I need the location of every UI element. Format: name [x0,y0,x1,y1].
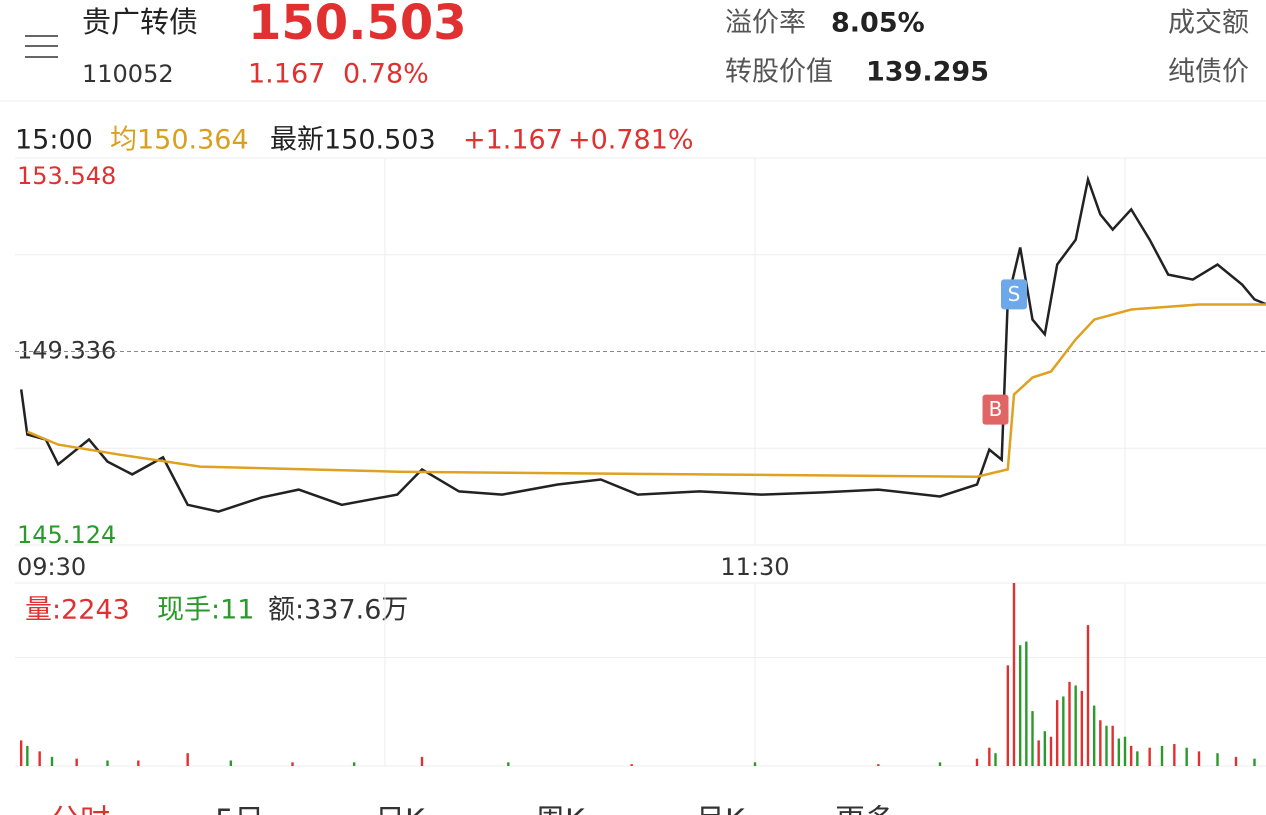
volume-bar [1086,625,1090,766]
y-tick-label: 149.336 [17,337,116,365]
volume-bar [1123,736,1127,766]
volume-bar [1136,751,1139,766]
avg-line [26,303,1266,478]
tab[interactable]: 分时 [50,804,110,815]
volume-bar [994,753,997,766]
info-change: +1.167 [463,125,563,156]
price-line [19,174,1266,513]
turnover-label: 成交额 [1168,8,1249,39]
volume-bar [753,762,757,766]
premium: 8.05% [831,8,925,39]
volume-bar [877,764,880,766]
volume-bar [1099,720,1102,766]
volume-bar [26,745,29,766]
info-time: 15:00 [15,125,93,156]
x-tick-label: 09:30 [17,553,86,581]
volume-bar [1080,690,1084,766]
volume-bar [1160,745,1164,766]
tab[interactable]: 日K [375,804,426,815]
conv-label: 转股价值 [725,57,833,88]
volume-bar [1049,736,1053,766]
volume-bar [988,747,991,766]
volume-bar [1148,747,1151,766]
volume-bar [1025,641,1028,766]
y-tick-label: 145.124 [17,521,116,549]
volume-bar [1018,645,1022,766]
volume-bar [1197,751,1201,766]
volume-bar [291,762,294,766]
premium-label: 溢价率 [725,8,806,39]
volume-bar [137,760,140,766]
volume-bar [229,760,233,766]
volume-bar [1062,696,1065,766]
trade-marker [1001,279,1027,310]
info-avg: 均150.364 [110,125,249,156]
price: 150.503 [248,0,467,51]
bond-code: 110052 [82,60,174,88]
volume-bar [1111,725,1114,766]
volume-bar [75,758,78,766]
trade-marker [982,394,1009,425]
change-pct: 0.78% [343,59,429,90]
tab[interactable]: 更多 [835,804,895,815]
volume-bar [352,762,356,766]
volume-bar [630,764,633,766]
volume-bar [975,758,979,766]
volume-bar [1068,681,1071,766]
volume-bar [1173,744,1176,766]
vol-amount: 额:337.6万 [268,595,408,626]
tab[interactable]: 月K [695,804,746,815]
bond-label: 纯债价 [1168,57,1249,88]
conv-value: 139.295 [866,57,989,88]
vol-label: 量:2243 [25,595,130,626]
volume-bar [1092,705,1096,766]
info-last: 最新150.503 [270,125,436,156]
volume-bar [938,762,942,766]
volume-bar [38,751,41,766]
volume-bar [1074,685,1077,766]
volume-bar [1105,725,1108,766]
volume-bar [1031,711,1034,766]
volume-bar [1253,758,1256,766]
volume-bar [507,762,510,766]
volume-bar [50,756,54,766]
y-tick-label: 153.548 [17,162,116,190]
volume-bar [1043,731,1047,766]
volume-bar [1129,745,1133,766]
volume-bar [1037,740,1040,766]
vol-hand: 现手:11 [157,595,254,626]
volume-bar [106,760,109,766]
tab[interactable]: 周K [535,804,586,815]
info-change-pct: +0.781% [568,125,694,156]
bond-name: 贵广转债 [82,5,198,39]
volume-bar [1012,583,1016,766]
trade-marker-label: B [989,397,1003,421]
volume-bar [1055,700,1059,766]
volume-bar [19,740,23,766]
trade-marker-label: S [1008,282,1021,306]
tab[interactable]: 5日 [215,804,264,815]
volume-bar [1234,756,1238,766]
volume-bar [1185,747,1188,766]
volume-bar [1117,738,1121,766]
menu-icon[interactable] [25,35,58,58]
change: 1.167 [248,59,325,90]
volume-bar [186,753,189,766]
volume-bar [1216,753,1219,766]
volume-bar [420,756,424,766]
volume-bar [1006,665,1010,766]
x-tick-label: 11:30 [720,553,789,581]
